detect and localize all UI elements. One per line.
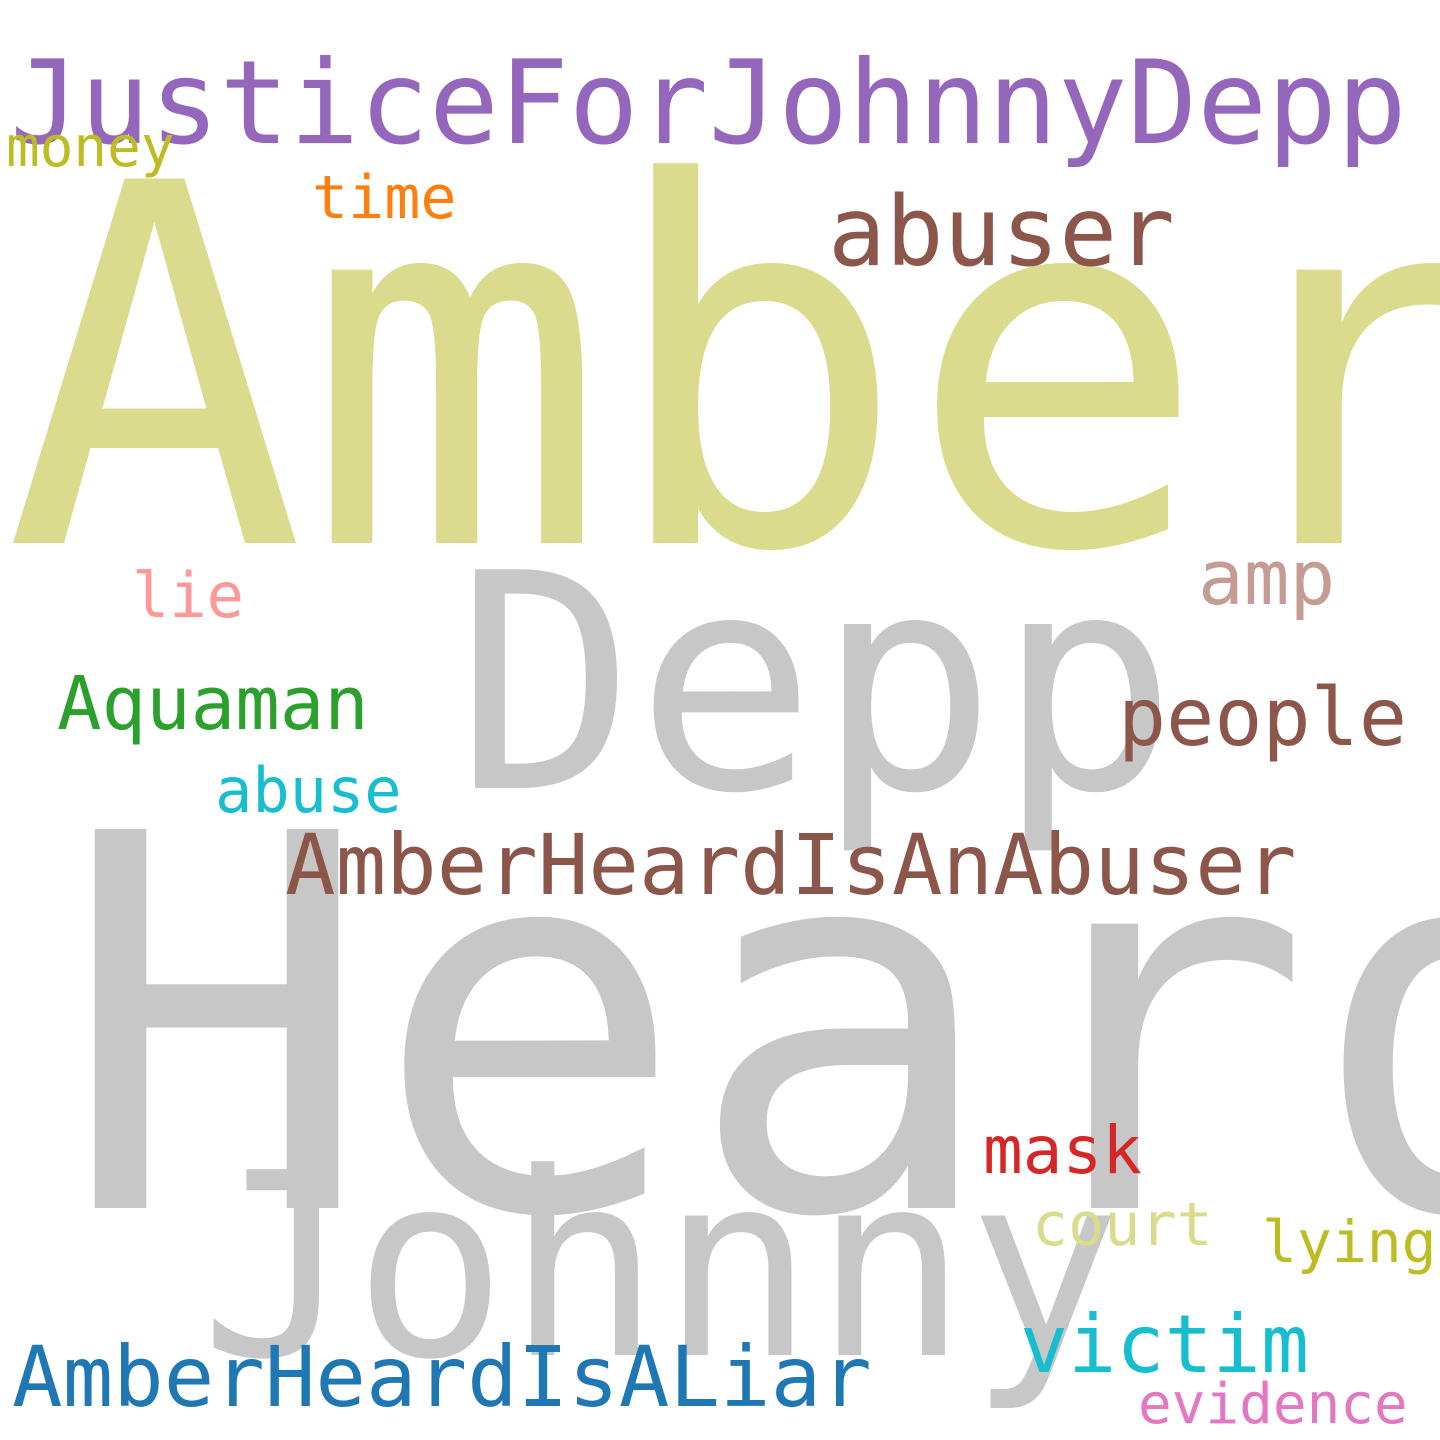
word-time: time [312,163,457,233]
word-abuse: abuse [215,754,402,827]
word-lie: lie [132,559,244,632]
word-johnny: Johnny [200,1119,1122,1416]
word-mask: mask [983,1112,1142,1189]
word-court: court [1032,1190,1213,1260]
word-people: people [1118,671,1407,764]
word-money: money [6,115,175,180]
word-amber: Amber [4,79,1440,661]
word-depp: Depp [455,510,1178,859]
word-evidence: evidence [1138,1372,1408,1437]
word-victim: victim [1020,1298,1309,1391]
word-heardisaliar: AmberHeardIsALiar [12,1328,872,1426]
word-heardisanabuser: AmberHeardIsAnAbuser [285,816,1297,914]
word-justicefor: JusticeForJohnnyDepp [10,36,1407,171]
word-abuser: abuser [828,176,1175,288]
word-heard: Heard [60,725,1440,1331]
word-aquaman: Aquaman [57,661,369,747]
word-amp: amp [1198,533,1336,622]
word-lying: lying [1262,1208,1437,1276]
